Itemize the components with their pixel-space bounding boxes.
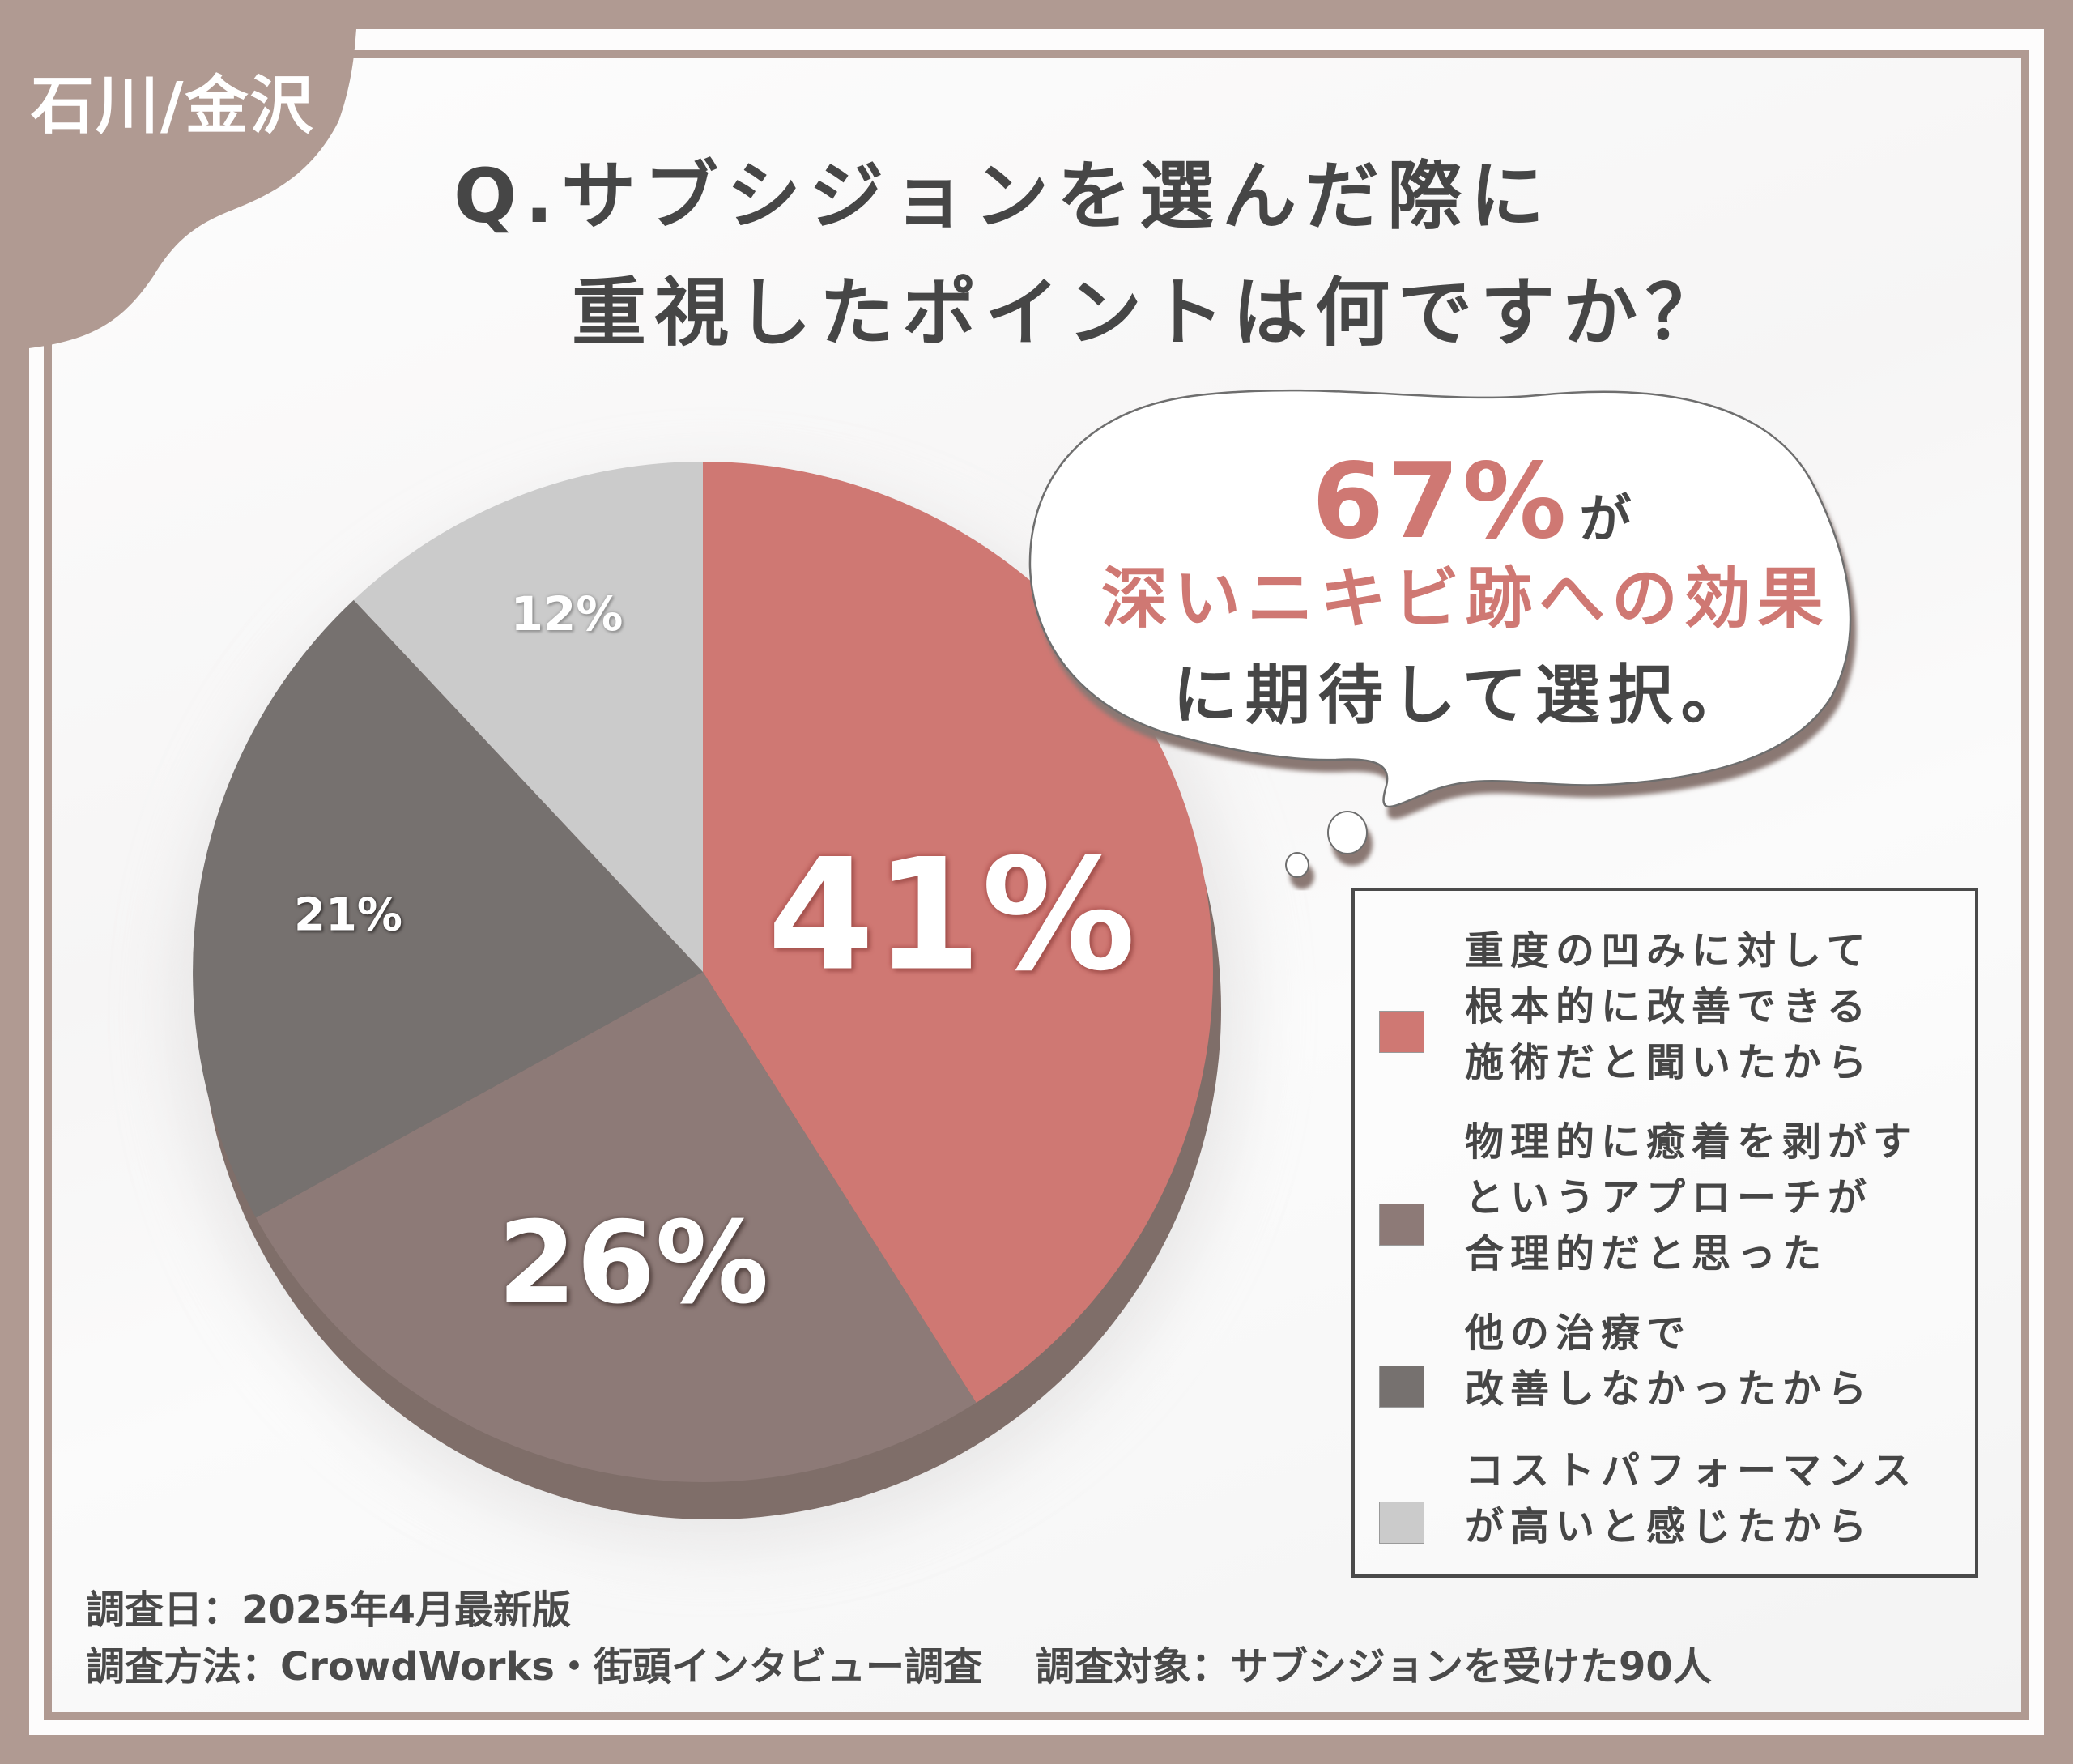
legend-text-1-line3: 施術だと聞いたから [1465,1040,1874,1085]
legend-text-4-line1: コストパフォーマンス [1465,1448,1918,1493]
question-title-line2: 重視したポイントは何ですか？ [572,270,1729,356]
pie-label-21: 21% [293,888,403,942]
callout-highlight-value: 67% [1312,441,1570,562]
pie-label-41: 41% [767,825,1136,1005]
pie-slice-12 [353,462,703,972]
legend-swatch-1 [1379,1011,1424,1053]
pie-slice-26 [256,972,977,1482]
legend-swatch-2 [1379,1204,1424,1246]
legend-text-1-line1: 重度の凹みに対して [1465,928,1872,974]
legend-text-4-line2: が高いと感じたから [1465,1504,1874,1549]
pie-slice-21 [193,599,703,1218]
legend-text-3: 他の治療で 改善しなかったから [1465,1306,1873,1417]
legend-text-2-line3: 合理的だと思った [1465,1231,1828,1276]
pie-label-12: 12% [510,586,624,641]
thought-bubble [1028,389,1852,808]
callout-line3: に期待して選択。 [1173,658,1754,733]
legend-text-2: 物理的に癒着を剥がす というアプローチが 合理的だと思った [1465,1114,1918,1282]
legend-text-1-line2: 根本的に改善できる [1465,984,1873,1029]
corner-label-blob [0,0,421,356]
legend: 重度の凹みに対して 根本的に改善できる 施術だと聞いたから 物理的に癒着を剥がす… [1351,888,1978,1578]
pie-label-26: 26% [497,1197,769,1330]
callout-line2: 深いニキビ跡への効果 [1101,560,1831,637]
footer-survey-target: 調査対象：サブシジョンを受けた90人 [1035,1644,1712,1689]
footer-survey-info: 調査方法：CrowdWorks・街頭インタビュー調査 調査対象：サブシジョンを受け… [86,1634,1712,1691]
legend-text-3-line1: 他の治療で [1465,1310,1692,1356]
region-label: 石川/金沢 [31,70,315,143]
pie-slice-41 [703,462,1213,1403]
thought-bubble-dots [1285,811,1368,878]
legend-swatch-4 [1379,1502,1424,1544]
legend-text-3-line2: 改善しなかったから [1465,1366,1874,1412]
legend-text-2-line1: 物理的に癒着を剥がす [1465,1119,1919,1165]
legend-swatch-3 [1379,1366,1424,1408]
callout-line1: 67% が [1312,441,1631,562]
question-title-line1: Q.サブシジョンを選んだ際に [453,153,1553,240]
legend-text-4: コストパフォーマンス が高いと感じたから [1465,1443,1918,1555]
footer-survey-date: 調査日：2025年4月最新版 [86,1587,571,1633]
callout-highlight-suffix: が [1579,490,1632,550]
footer-survey-method: 調査方法：CrowdWorks・街頭インタビュー調査 [86,1644,982,1689]
legend-text-2-line2: というアプローチが [1465,1175,1874,1221]
legend-text-1: 重度の凹みに対して 根本的に改善できる 施術だと聞いたから [1465,923,1873,1091]
